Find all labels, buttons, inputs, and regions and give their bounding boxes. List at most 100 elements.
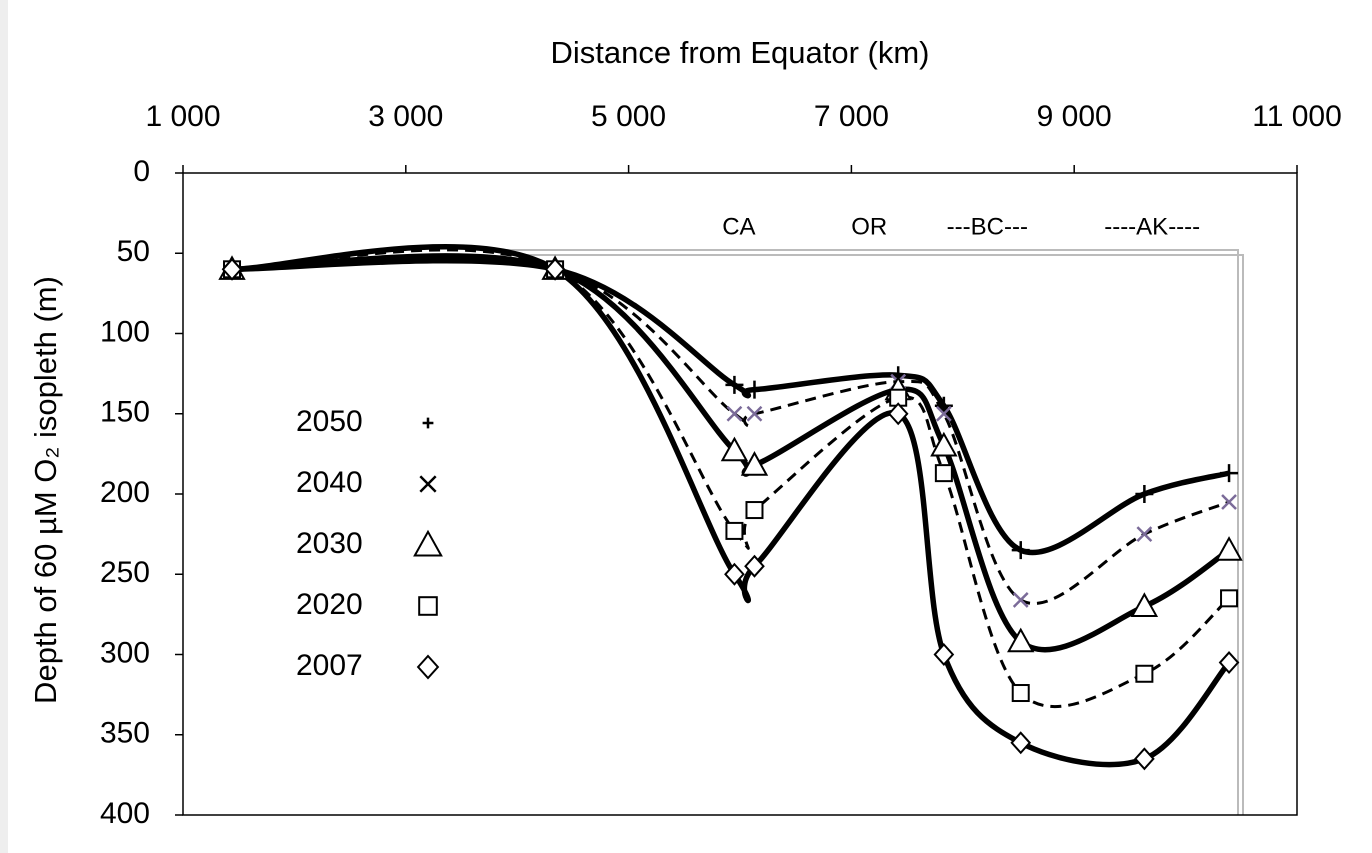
marker-part — [1010, 731, 1032, 755]
marker — [724, 562, 745, 586]
y-tick-label: 350 — [100, 717, 150, 750]
x-tick-label: 3 000 — [368, 100, 443, 133]
marker-part — [726, 405, 743, 422]
marker — [725, 521, 744, 540]
marker — [934, 396, 953, 415]
marker-part — [422, 417, 434, 429]
marker — [935, 405, 952, 422]
marker-part — [1012, 592, 1029, 608]
legend-label: 2030 — [296, 527, 363, 560]
marker-part — [1130, 592, 1159, 617]
marker-part — [1134, 747, 1155, 771]
marker-part — [413, 529, 443, 557]
marker — [1011, 684, 1030, 703]
marker-part — [887, 402, 909, 426]
marker — [413, 529, 443, 557]
marker-part — [419, 475, 437, 493]
edge — [0, 0, 8, 853]
x-tick-label: 1 000 — [145, 100, 220, 133]
y-tick-label: 0 — [133, 155, 150, 188]
marker — [744, 554, 765, 578]
marker-part — [1220, 464, 1239, 483]
annotation: CA — [722, 213, 755, 240]
x-tick-label: 5 000 — [591, 100, 666, 133]
marker — [419, 475, 437, 493]
marker-part — [934, 464, 953, 483]
marker — [933, 643, 955, 666]
marker-part — [725, 521, 744, 540]
y-tick-label: 200 — [100, 476, 150, 509]
annotation: OR — [851, 213, 887, 240]
marker-part — [1011, 541, 1030, 560]
marker — [1011, 541, 1030, 560]
marker-part — [1135, 664, 1154, 683]
annotation: ---BC--- — [947, 213, 1028, 240]
marker — [544, 257, 566, 281]
x-axis-title: Distance from Equator (km) — [551, 35, 930, 70]
marker — [725, 375, 744, 394]
marker — [1134, 747, 1155, 771]
marker-part — [221, 257, 243, 281]
marker — [1218, 651, 1240, 675]
y-tick-label: 150 — [100, 396, 150, 429]
marker — [422, 417, 434, 429]
bracket — [500, 254, 1244, 815]
marker-part — [1220, 589, 1239, 608]
marker-part — [930, 431, 958, 457]
marker-part — [544, 257, 566, 281]
marker — [221, 257, 243, 281]
marker-part — [933, 643, 955, 666]
marker-part — [1011, 684, 1030, 703]
marker — [418, 596, 438, 616]
marker — [1135, 664, 1154, 683]
marker — [740, 451, 769, 476]
marker-part — [724, 562, 745, 586]
legend-label: 2040 — [296, 466, 363, 499]
marker-part — [745, 501, 764, 520]
annotation: ----AK---- — [1104, 213, 1200, 240]
marker — [1012, 592, 1029, 608]
bracket — [500, 249, 1239, 815]
x-tick-label: 7 000 — [814, 100, 889, 133]
marker-part — [1215, 536, 1243, 561]
y-tick-label: 100 — [100, 315, 150, 348]
marker — [745, 380, 764, 399]
marker — [1220, 589, 1239, 608]
marker — [887, 402, 909, 426]
marker — [1221, 494, 1237, 510]
marker — [1007, 627, 1035, 653]
x-tick-label: 9 000 — [1037, 100, 1112, 133]
y-axis-title: Depth of 60 µM O₂ isopleth (m) — [28, 276, 63, 704]
y-tick-label: 250 — [100, 556, 150, 589]
marker — [1135, 485, 1154, 503]
marker — [1010, 731, 1032, 755]
marker-part — [746, 405, 763, 422]
marker-part — [1135, 485, 1154, 503]
legend-label: 2020 — [296, 588, 363, 621]
marker — [1220, 464, 1239, 483]
marker — [1215, 536, 1243, 561]
marker-part — [935, 405, 952, 422]
legend-label: 2050 — [296, 405, 363, 438]
marker-part — [416, 654, 440, 680]
marker — [934, 464, 953, 483]
y-tick-label: 50 — [117, 235, 150, 268]
legend-label: 2007 — [296, 649, 363, 682]
marker-part — [1221, 494, 1237, 510]
marker — [1130, 592, 1159, 617]
marker — [930, 431, 958, 457]
y-tick-label: 300 — [100, 636, 150, 669]
marker-part — [934, 396, 953, 415]
marker-part — [1218, 651, 1240, 675]
marker — [726, 405, 743, 422]
marker — [720, 436, 749, 462]
marker — [745, 501, 764, 520]
x-tick-label: 11 000 — [1252, 100, 1342, 133]
marker — [416, 654, 440, 680]
marker-part — [1007, 627, 1035, 653]
marker-part — [725, 375, 744, 394]
marker-part — [745, 380, 764, 399]
marker-part — [744, 554, 765, 578]
